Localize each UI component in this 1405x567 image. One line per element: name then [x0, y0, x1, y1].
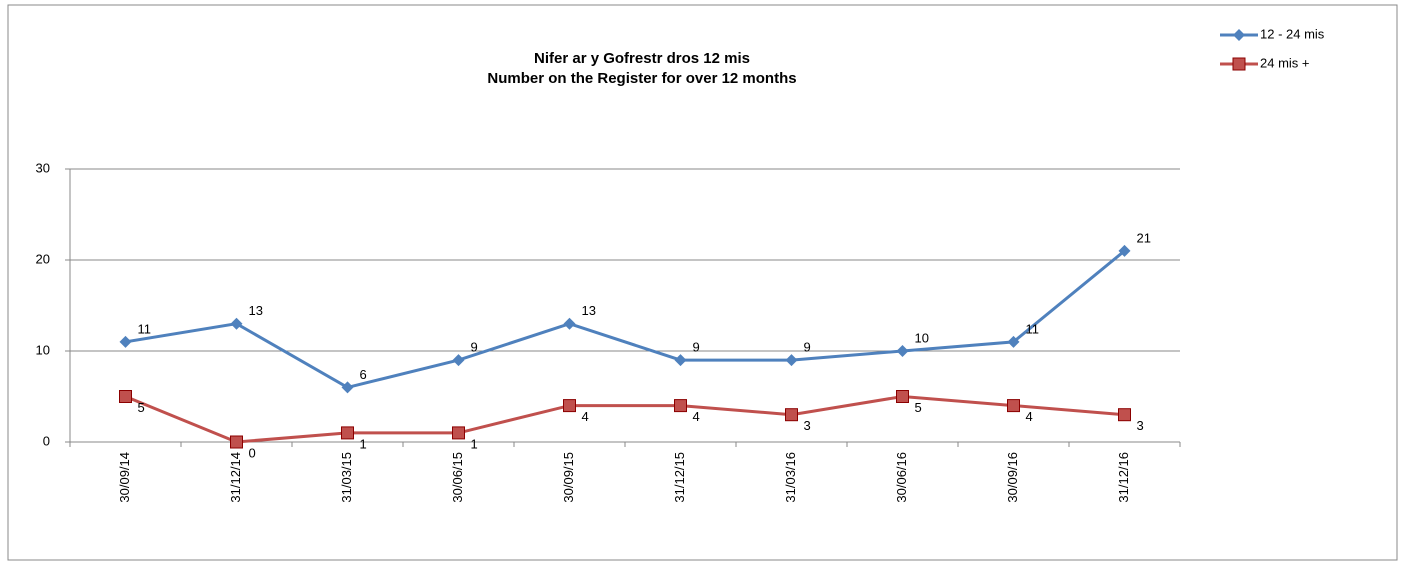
y-tick-label: 0 — [43, 433, 50, 448]
data-point — [896, 345, 909, 357]
x-tick-label: 30/09/14 — [117, 452, 132, 503]
x-tick-label: 31/12/14 — [228, 452, 243, 503]
data-point — [230, 317, 243, 330]
data-label: 4 — [693, 409, 700, 424]
data-label: 13 — [249, 303, 263, 318]
x-tick-label: 30/09/15 — [561, 452, 576, 503]
data-point — [896, 390, 909, 403]
data-point — [119, 390, 132, 403]
data-point — [674, 354, 687, 367]
x-tick-label: 30/06/15 — [450, 452, 465, 503]
data-label: 3 — [1137, 418, 1144, 433]
data-label: 4 — [582, 409, 589, 424]
x-tick-label: 31/12/16 — [1116, 452, 1131, 503]
data-point — [1007, 399, 1020, 413]
data-point — [341, 426, 354, 440]
data-point — [563, 317, 576, 330]
data-label: 3 — [804, 418, 811, 433]
chart-subtitle: Number on the Register for over 12 month… — [487, 70, 796, 87]
legend-marker — [1233, 29, 1245, 41]
data-point — [341, 381, 354, 394]
data-label: 21 — [1137, 230, 1151, 245]
data-point — [230, 435, 243, 449]
data-label: 1 — [471, 436, 478, 451]
data-label: 11 — [1026, 321, 1040, 336]
series-line — [124, 394, 1125, 444]
y-tick-label: 30 — [36, 160, 50, 175]
data-label: 9 — [693, 340, 700, 355]
data-point — [452, 426, 465, 440]
chart-border — [7, 4, 1398, 561]
data-point — [1007, 335, 1020, 348]
x-tick-label: 30/06/16 — [894, 452, 909, 503]
data-point — [785, 354, 798, 367]
legend-label: 24 mis + — [1260, 55, 1310, 70]
data-point — [563, 399, 576, 413]
legend-marker — [1232, 57, 1246, 71]
x-tick-label: 31/03/15 — [339, 452, 354, 503]
data-label: 0 — [249, 445, 256, 460]
data-label: 10 — [915, 330, 929, 345]
data-point — [1118, 244, 1131, 257]
data-label: 5 — [915, 400, 922, 415]
chart-title: Nifer ar y Gofrestr dros 12 mis — [534, 50, 750, 67]
data-point — [1118, 408, 1131, 422]
data-label: 9 — [804, 340, 811, 355]
x-tick-label: 31/12/15 — [672, 452, 687, 503]
data-label: 11 — [138, 321, 152, 336]
data-label: 5 — [138, 400, 145, 415]
data-point — [452, 354, 465, 367]
x-tick-label: 30/09/16 — [1005, 452, 1020, 503]
y-tick-label: 20 — [36, 251, 50, 266]
data-point — [674, 399, 687, 413]
data-label: 13 — [582, 303, 596, 318]
data-point — [785, 408, 798, 422]
data-label: 4 — [1026, 409, 1033, 424]
series-line — [125, 249, 1126, 390]
data-label: 6 — [360, 367, 367, 382]
data-point — [119, 335, 132, 348]
data-label: 9 — [471, 340, 478, 355]
x-tick-label: 31/03/16 — [783, 452, 798, 503]
legend-label: 12 - 24 mis — [1260, 26, 1325, 41]
data-label: 1 — [360, 436, 367, 451]
y-tick-label: 10 — [36, 342, 50, 357]
